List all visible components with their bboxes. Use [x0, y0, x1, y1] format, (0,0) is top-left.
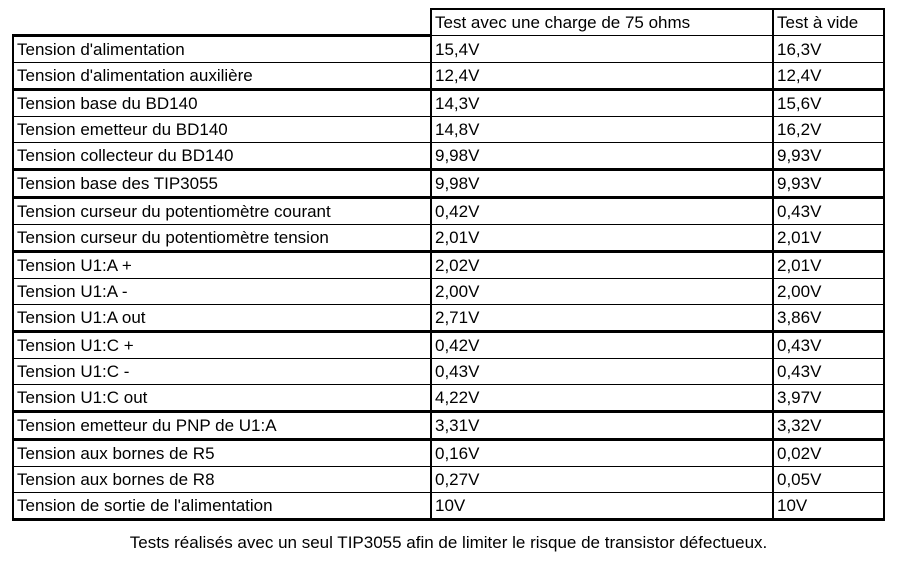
- value-cell: 15,6V: [772, 89, 885, 117]
- row-label: Tension U1:A -: [12, 278, 432, 305]
- row-label: Tension de sortie de l'alimentation: [12, 492, 432, 521]
- value-cell: 0,43V: [772, 358, 885, 385]
- value-cell: 0,02V: [772, 439, 885, 467]
- value-cell: 9,98V: [430, 169, 774, 199]
- header-row: Test avec une charge de 75 ohms Test à v…: [13, 8, 885, 37]
- table-row: Tension aux bornes de R8 0,27V 0,05V: [12, 466, 885, 493]
- value-cell: 3,97V: [772, 384, 885, 413]
- row-label: Tension collecteur du BD140: [12, 142, 432, 171]
- header-cell: Test avec une charge de 75 ohms: [430, 8, 774, 36]
- row-label: Tension U1:A out: [12, 304, 432, 333]
- row-label: Tension U1:C out: [12, 384, 432, 413]
- value-cell: 14,3V: [430, 89, 774, 117]
- table-row: Tension emetteur du BD140 14,8V 16,2V: [12, 116, 885, 143]
- table-row: Tension U1:C out 4,22V 3,97V: [12, 384, 885, 413]
- row-label: Tension emetteur du BD140: [12, 116, 432, 143]
- table-row: Tension curseur du potentiomètre tension…: [12, 224, 885, 253]
- value-cell: 0,42V: [430, 331, 774, 359]
- value-cell: 0,43V: [430, 358, 774, 385]
- value-cell: 2,01V: [430, 224, 774, 253]
- value-cell: 0,42V: [430, 197, 774, 225]
- value-cell: 0,43V: [772, 331, 885, 359]
- value-cell: 10V: [430, 492, 774, 521]
- value-cell: 0,16V: [430, 439, 774, 467]
- table-row: Tension d'alimentation 15,4V 16,3V: [12, 35, 885, 63]
- table-row: Tension U1:C +0,42V 0,43V: [12, 331, 885, 359]
- value-cell: 9,98V: [430, 142, 774, 171]
- value-cell: 3,31V: [430, 411, 774, 441]
- value-cell: 0,27V: [430, 466, 774, 493]
- value-cell: 0,05V: [772, 466, 885, 493]
- value-cell: 2,00V: [430, 278, 774, 305]
- value-cell: 12,4V: [772, 62, 885, 91]
- table-row: Tension d'alimentation auxilière 12,4V 12,…: [12, 62, 885, 91]
- table-row: Tension U1:A -2,00V 2,00V: [12, 278, 885, 305]
- row-label: Tension d'alimentation auxilière: [12, 62, 432, 91]
- row-label: Tension d'alimentation: [12, 35, 432, 63]
- value-cell: 0,43V: [772, 197, 885, 225]
- row-label: Tension curseur du potentiomètre tension: [12, 224, 432, 253]
- row-label: Tension base du BD140: [12, 89, 432, 117]
- row-label: Tension base des TIP3055: [12, 169, 432, 199]
- row-label: Tension aux bornes de R5: [12, 439, 432, 467]
- value-cell: 2,01V: [772, 251, 885, 279]
- value-cell: 3,86V: [772, 304, 885, 333]
- value-cell: 9,93V: [772, 169, 885, 199]
- value-cell: 15,4V: [430, 35, 774, 63]
- table-row: Tension emetteur du PNP de U1:A 3,31V 3,32…: [12, 411, 885, 441]
- row-label: Tension emetteur du PNP de U1:A: [12, 411, 432, 441]
- value-cell: 9,93V: [772, 142, 885, 171]
- row-label: Tension curseur du potentiomètre courant: [12, 197, 432, 225]
- table-row: Tension U1:A +2,02V 2,01V: [12, 251, 885, 279]
- header-cell: Test à vide: [772, 8, 885, 36]
- value-cell: 2,01V: [772, 224, 885, 253]
- value-cell: 12,4V: [430, 62, 774, 91]
- value-cell: 16,3V: [772, 35, 885, 63]
- value-cell: 2,71V: [430, 304, 774, 333]
- header-blank: [13, 9, 431, 37]
- row-label: Tension U1:C +: [12, 331, 432, 359]
- table-row: Tension curseur du potentiomètre courant…: [12, 197, 885, 225]
- row-label: Tension U1:A +: [12, 251, 432, 279]
- table-row: Tension aux bornes de R5 0,16V 0,02V: [12, 439, 885, 467]
- measurement-table: Test avec une charge de 75 ohms Test à v…: [12, 8, 885, 521]
- table-row: Tension base des TIP3055 9,98V 9,93V: [12, 169, 885, 199]
- footnote: Tests réalisés avec un seul TIP3055 afin…: [129, 533, 768, 552]
- table-body: Test avec une charge de 75 ohms Test à v…: [12, 8, 885, 521]
- table-row: Tension U1:C -0,43V 0,43V: [12, 358, 885, 385]
- row-label: Tension aux bornes de R8: [12, 466, 432, 493]
- value-cell: 2,02V: [430, 251, 774, 279]
- row-label: Tension U1:C -: [12, 358, 432, 385]
- table-row: Tension U1:A out 2,71V 3,86V: [12, 304, 885, 333]
- table-row: Tension base du BD140 14,3V 15,6V: [12, 89, 885, 117]
- value-cell: 2,00V: [772, 278, 885, 305]
- value-cell: 3,32V: [772, 411, 885, 441]
- table-row: Tension de sortie de l'alimentation 10V 10…: [12, 492, 885, 521]
- value-cell: 4,22V: [430, 384, 774, 413]
- value-cell: 10V: [772, 492, 885, 521]
- table-row: Tension collecteur du BD140 9,98V 9,93V: [12, 142, 885, 171]
- value-cell: 14,8V: [430, 116, 774, 143]
- value-cell: 16,2V: [772, 116, 885, 143]
